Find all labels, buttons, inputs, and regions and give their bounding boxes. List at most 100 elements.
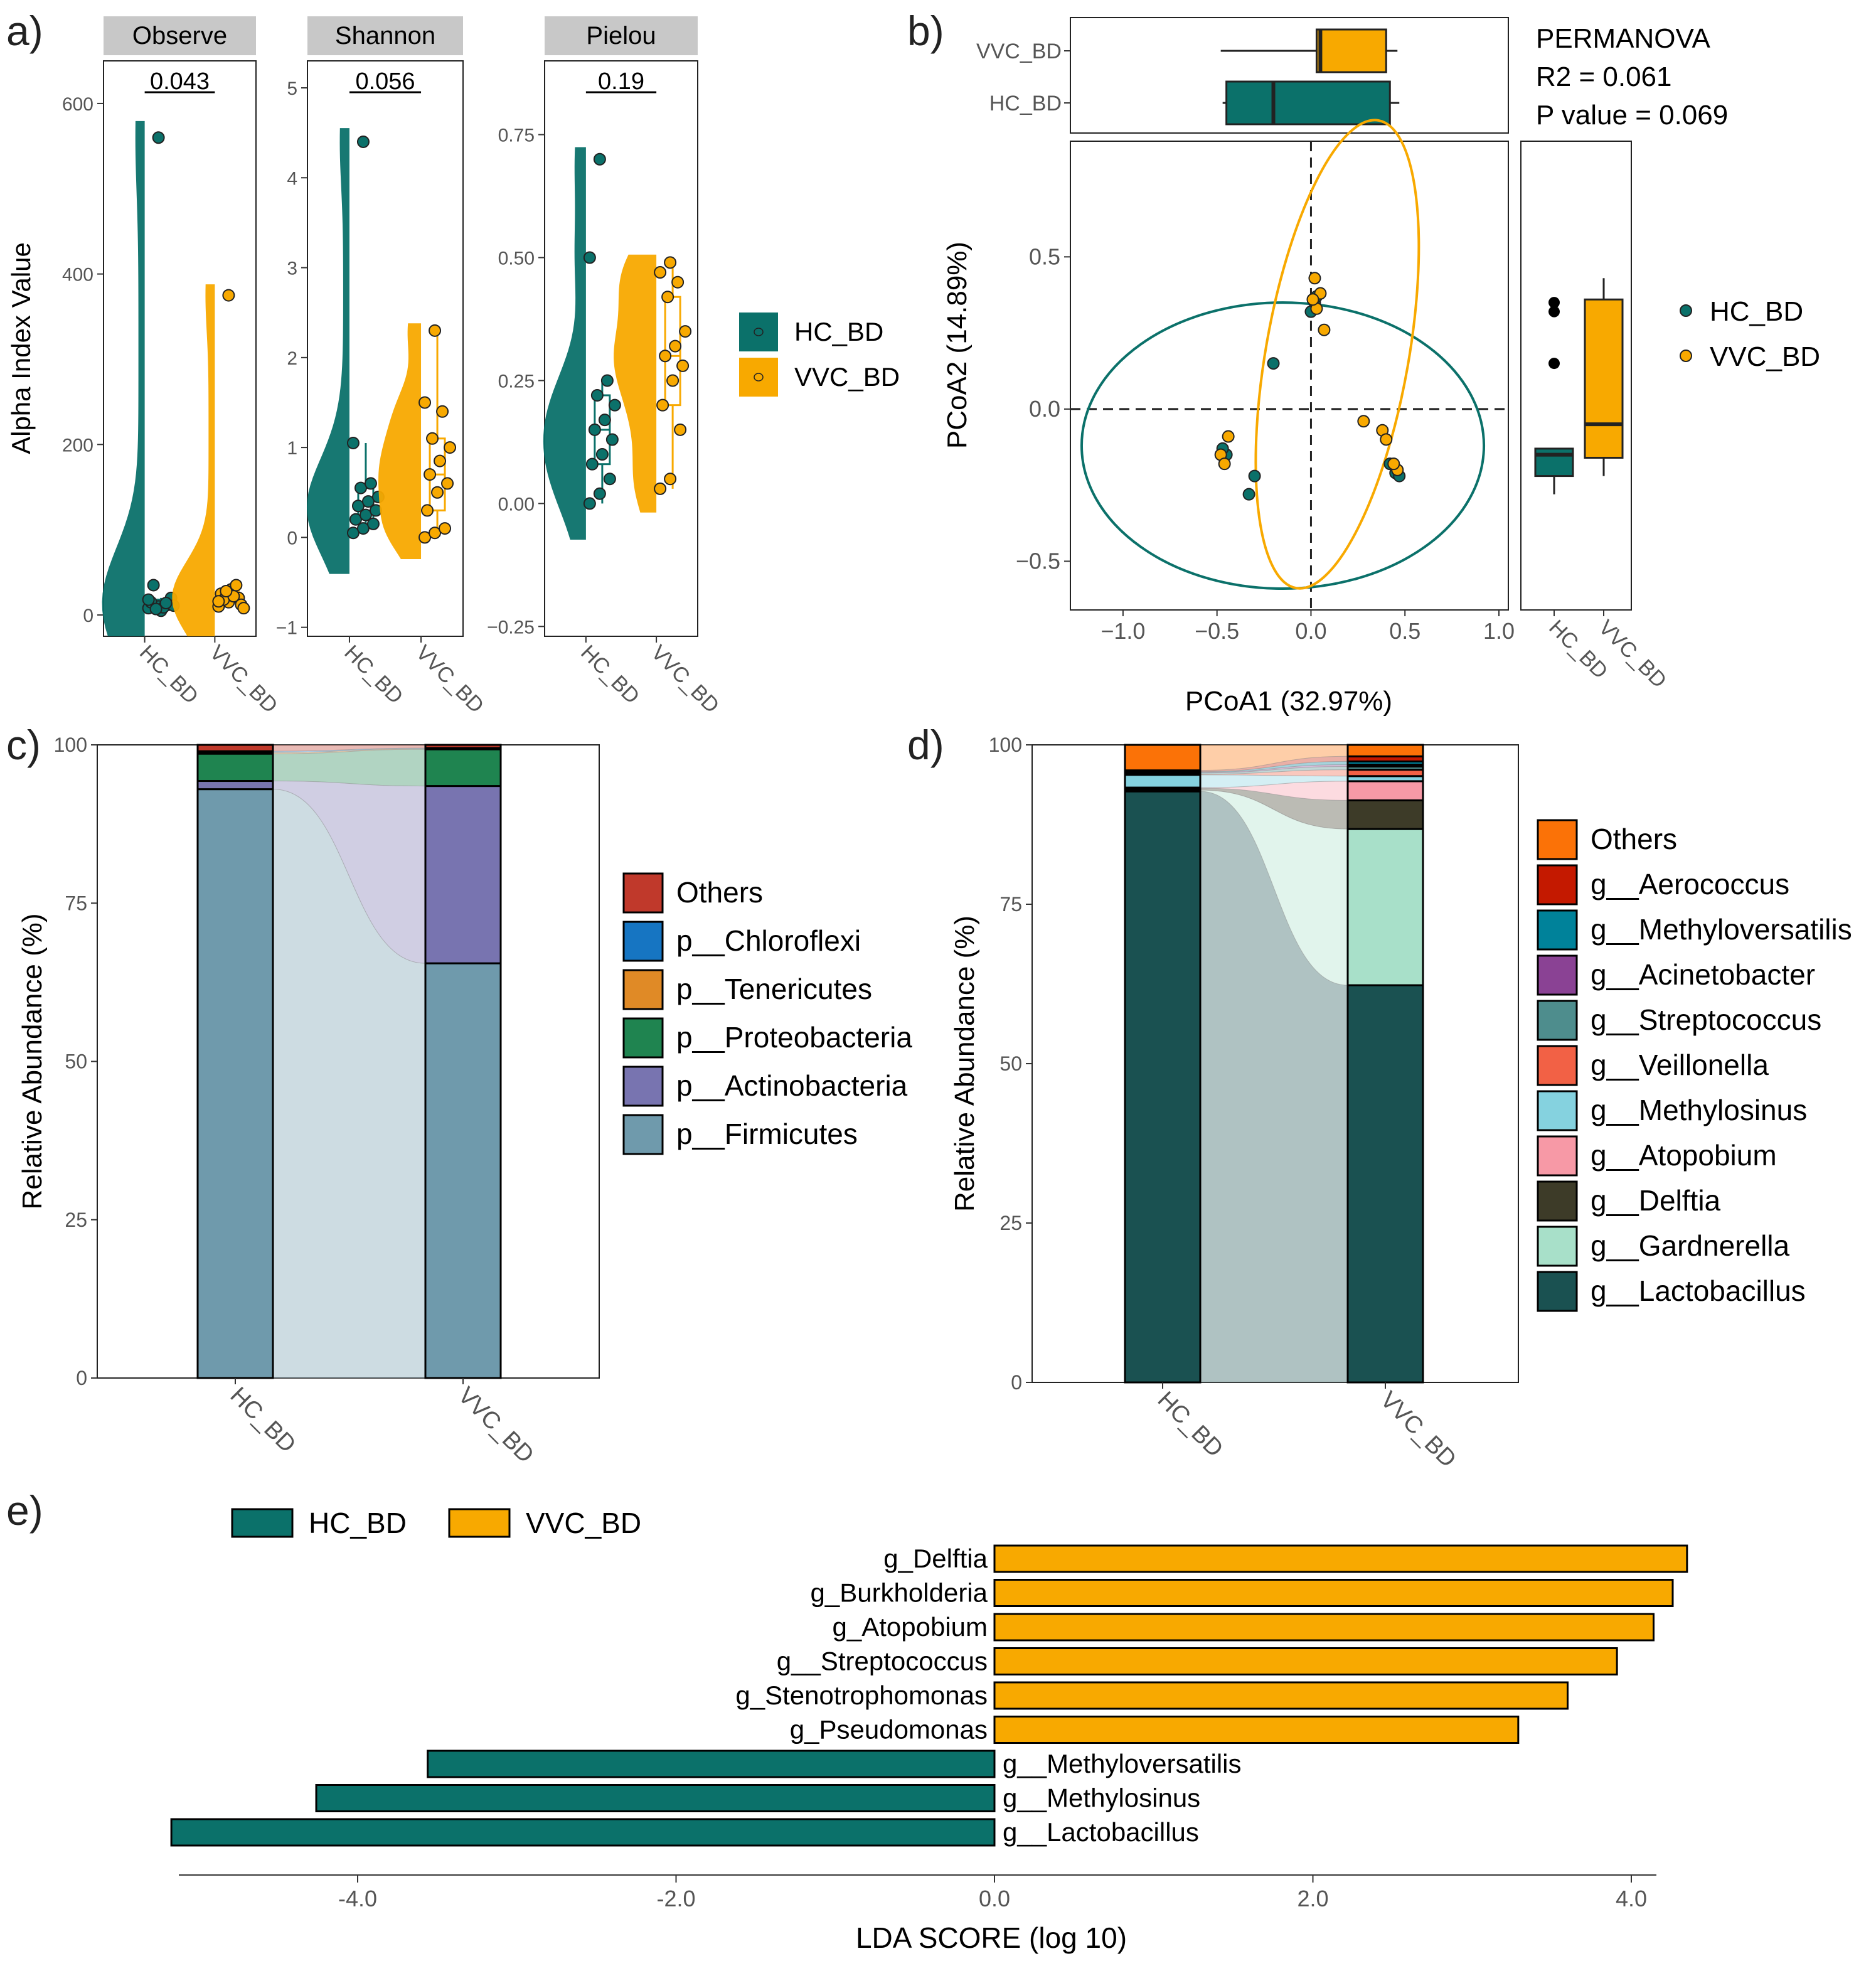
data-point bbox=[671, 275, 685, 289]
legend-key-hc_bd bbox=[231, 1508, 294, 1538]
legend-label: p__Firmicutes bbox=[676, 1118, 858, 1150]
p-value: 0.056 bbox=[355, 68, 415, 95]
stacked-bar-segment bbox=[1346, 744, 1424, 757]
panel-label-e: e) bbox=[6, 1487, 43, 1534]
legend-label: HC_BD bbox=[309, 1507, 407, 1539]
y-tick-label: 50 bbox=[999, 1052, 1022, 1075]
data-point bbox=[1242, 488, 1255, 501]
legend-point-icon bbox=[754, 328, 764, 336]
legend-key bbox=[622, 872, 664, 914]
lda-category-label: g_Burkholderia bbox=[810, 1578, 988, 1608]
confidence-ellipse-vvc_bd bbox=[1254, 119, 1420, 590]
data-point bbox=[669, 339, 682, 353]
x-tick-label: VVC_BD bbox=[646, 641, 723, 718]
data-point bbox=[429, 324, 442, 337]
legend-label: g__Aerococcus bbox=[1591, 868, 1789, 900]
data-point bbox=[424, 468, 437, 481]
data-point bbox=[1267, 357, 1280, 370]
flow-band bbox=[272, 789, 426, 1379]
abundance-ylabel: Relative Abundance (%) bbox=[17, 913, 48, 1209]
legend-key bbox=[622, 921, 664, 962]
x-tick-label: −1.0 bbox=[1101, 618, 1145, 644]
data-point bbox=[441, 477, 454, 490]
p-value: 0.043 bbox=[150, 68, 210, 95]
lda-category-label: g__Streptococcus bbox=[777, 1647, 988, 1676]
legend-label: VVC_BD bbox=[1710, 341, 1820, 372]
data-point bbox=[664, 256, 677, 269]
y-tick-label: HC_BD bbox=[989, 92, 1062, 115]
data-point bbox=[666, 374, 680, 387]
y-tick-label: 0.25 bbox=[498, 371, 535, 392]
legend-label: p__Tenericutes bbox=[676, 973, 872, 1005]
y-tick-label: 100 bbox=[989, 734, 1022, 756]
facet-panel bbox=[103, 60, 257, 637]
y-tick-label: 2 bbox=[287, 348, 297, 369]
data-point bbox=[676, 359, 690, 372]
stacked-bar-segment bbox=[196, 752, 274, 783]
panel-label-c: c) bbox=[6, 722, 41, 768]
legend-key bbox=[622, 1017, 664, 1059]
facet-title: Pielou bbox=[586, 22, 656, 50]
stacked-bar-segment bbox=[196, 744, 274, 752]
alpha-ylabel: Alpha Index Value bbox=[6, 242, 36, 454]
legend-key bbox=[1537, 1180, 1578, 1222]
x-tick-label: VVC_BD bbox=[411, 641, 488, 718]
x-tick-label: HC_BD bbox=[339, 641, 407, 708]
y-tick-label: 75 bbox=[999, 893, 1022, 916]
panel-label-b: b) bbox=[907, 8, 944, 54]
data-point bbox=[354, 481, 367, 494]
data-point bbox=[222, 289, 235, 302]
legend-key bbox=[1537, 864, 1578, 906]
y-tick-label: 0.50 bbox=[498, 248, 535, 269]
p-value: 0.19 bbox=[598, 68, 644, 95]
pcoa-ylabel: PCoA2 (14.89%) bbox=[942, 242, 973, 449]
y-tick-label: 0 bbox=[76, 1367, 87, 1389]
lda-bar bbox=[993, 1647, 1618, 1675]
confidence-ellipse-hc_bd bbox=[1080, 301, 1486, 590]
legend-key bbox=[622, 969, 664, 1010]
data-point bbox=[152, 131, 165, 144]
legend-label: g__Streptococcus bbox=[1591, 1003, 1821, 1036]
x-tick-label: VVC_BD bbox=[1594, 616, 1671, 693]
facet-strip-pielou bbox=[545, 16, 698, 55]
lda-bar bbox=[993, 1613, 1655, 1642]
y-tick-label: 0 bbox=[1011, 1371, 1022, 1394]
flow-band bbox=[272, 749, 426, 787]
x-tick-label: 0.5 bbox=[1389, 618, 1420, 644]
y-tick-label: 0 bbox=[83, 606, 93, 626]
y-tick-label: −0.5 bbox=[1016, 548, 1060, 574]
data-point bbox=[605, 433, 619, 446]
y-tick-label: 400 bbox=[62, 265, 93, 286]
lda-bar bbox=[993, 1681, 1569, 1710]
violin-vvc_bd bbox=[172, 284, 215, 636]
data-point bbox=[595, 448, 609, 461]
legend-label: HC_BD bbox=[794, 317, 883, 346]
pcoa-xlabel: PCoA1 (32.97%) bbox=[1185, 686, 1392, 717]
permanova-stat: P value = 0.069 bbox=[1536, 100, 1728, 131]
abundance-ylabel: Relative Abundance (%) bbox=[949, 916, 980, 1212]
lda-bar bbox=[315, 1784, 996, 1812]
y-tick-label: 75 bbox=[65, 892, 87, 914]
lda-category-label: g__Methylosinus bbox=[1003, 1783, 1200, 1813]
lda-xlabel: LDA SCORE (log 10) bbox=[856, 1921, 1127, 1954]
legend-key bbox=[1537, 954, 1578, 996]
y-tick-label: 50 bbox=[65, 1050, 87, 1073]
x-tick-label: HC_BD bbox=[1153, 1387, 1228, 1463]
y-tick-label: 5 bbox=[287, 78, 297, 99]
y-tick-label: −1 bbox=[276, 618, 297, 639]
stacked-bar-segment bbox=[1346, 984, 1424, 1384]
data-point bbox=[356, 135, 370, 148]
data-point bbox=[142, 593, 155, 606]
stacked-bar-segment bbox=[424, 962, 502, 1379]
legend-key bbox=[622, 1114, 664, 1155]
panel-label-d: d) bbox=[907, 722, 944, 768]
legend-label: g__Atopobium bbox=[1591, 1139, 1777, 1172]
data-point bbox=[1318, 323, 1331, 336]
legend-point-vvc_bd bbox=[1680, 350, 1692, 362]
legend-key bbox=[1537, 819, 1578, 860]
stacked-bar-segment bbox=[1124, 744, 1202, 772]
data-point bbox=[429, 526, 442, 540]
data-point bbox=[664, 473, 677, 486]
lda-bar bbox=[993, 1716, 1520, 1744]
data-point bbox=[230, 579, 243, 592]
